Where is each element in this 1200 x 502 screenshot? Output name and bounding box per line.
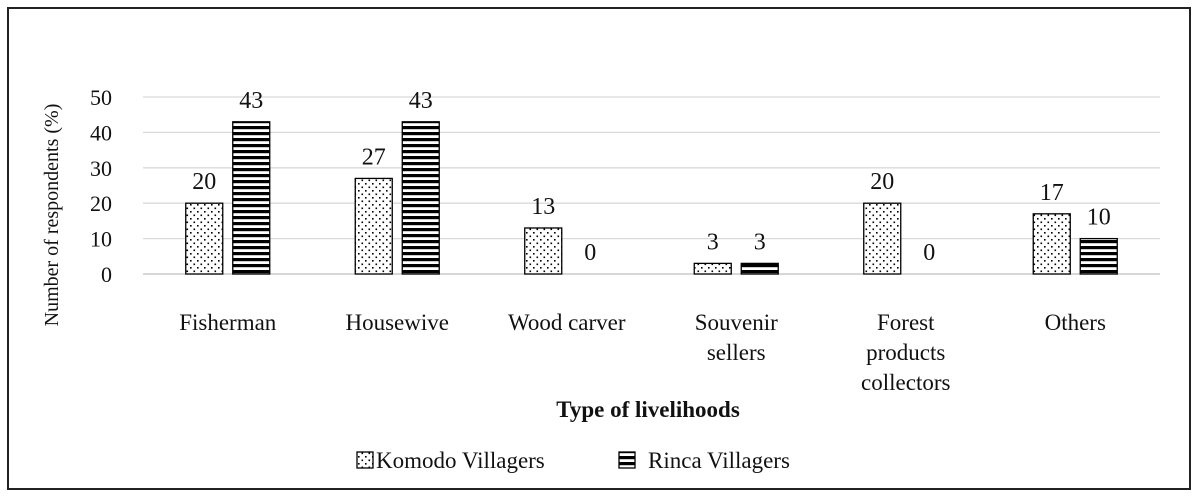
y-tick-label-10: 10 [90, 227, 112, 252]
data-label-0-4: 20 [870, 169, 894, 195]
data-label-1-1: 43 [409, 88, 433, 114]
data-label-0-2: 13 [531, 194, 555, 220]
y-tick-label-40: 40 [90, 120, 112, 145]
legend-swatch-horizontal-stripes [618, 451, 636, 469]
legend-swatch-dots [356, 451, 374, 469]
data-label-0-3: 3 [707, 229, 719, 255]
bar-horizontal-stripes-0 [232, 121, 271, 275]
bar-dots-5 [1032, 213, 1071, 275]
legend-label-1: Rinca Villagers [648, 448, 790, 473]
bar-dots-0 [185, 202, 224, 275]
grid-lines [143, 96, 1160, 275]
legend: Komodo Villagers Rinca Villagers [356, 448, 790, 473]
bar-horizontal-stripes-1 [401, 121, 440, 275]
x-tick-label-3: Souvenir sellers [695, 310, 778, 365]
x-tick-label-1: Housewive [346, 310, 449, 335]
bar-dots-4 [863, 202, 902, 275]
bar-horizontal-stripes-3 [740, 262, 779, 275]
data-labels: 20 43 27 43 13 0 3 3 20 0 17 10 [192, 88, 1111, 266]
bar-dots-3 [693, 262, 732, 275]
bar-horizontal-stripes-5 [1079, 237, 1118, 275]
x-tick-label-0: Fisherman [179, 310, 277, 335]
x-tick-label-2: Wood carver [508, 310, 626, 335]
legend-label-0: Komodo Villagers [376, 448, 545, 473]
data-label-0-0: 20 [192, 169, 216, 195]
data-label-1-3: 3 [754, 229, 766, 255]
bar-dots-1 [354, 177, 393, 275]
data-label-1-2: 0 [584, 240, 596, 266]
x-tick-label-4: Forest products collectors [861, 310, 950, 395]
x-axis-title: Type of livelihoods [556, 397, 740, 422]
data-label-1-5: 10 [1087, 205, 1111, 231]
data-label-1-0: 43 [239, 88, 263, 114]
data-label-1-4: 0 [923, 240, 935, 266]
x-tick-label-5: Others [1045, 310, 1106, 335]
bar-dots-2 [524, 227, 563, 275]
y-tick-label-50: 50 [90, 85, 112, 110]
y-tick-label-30: 30 [90, 156, 112, 181]
data-label-0-1: 27 [362, 144, 386, 170]
y-tick-label-0: 0 [101, 262, 112, 287]
y-tick-label-20: 20 [90, 191, 112, 216]
data-label-0-5: 17 [1040, 180, 1064, 206]
y-axis-ticks: 0 10 20 30 40 50 [90, 85, 112, 287]
x-axis-ticks: Fisherman Housewive Wood carver Souvenir sel… [179, 310, 1106, 395]
y-axis-title: Number of respondents (%) [41, 104, 63, 327]
bars [185, 121, 1118, 275]
